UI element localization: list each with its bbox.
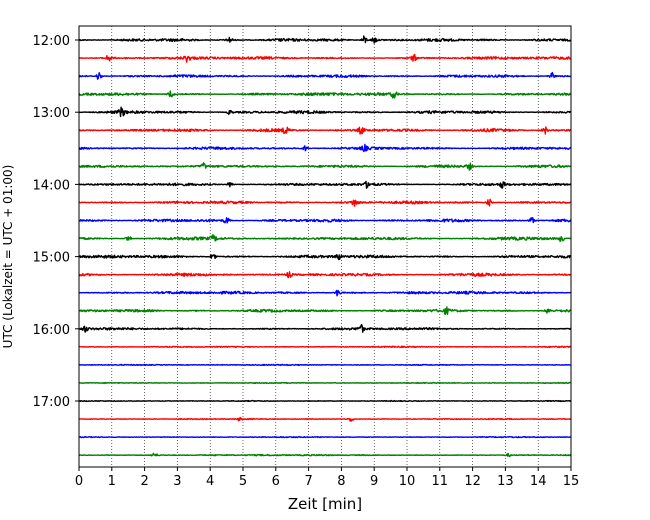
y-tick-label-13:00: 13:00 [33,106,70,121]
trace-15:00 [78,254,572,261]
trace-12:00 [78,35,572,44]
x-tick-label-10: 10 [399,474,416,489]
x-tick-label-1: 1 [108,474,116,489]
trace-14:45 [78,233,572,243]
trace-14:15 [78,198,572,207]
y-tick-label-15:00: 15:00 [33,251,70,266]
y-axis-ticks: 12:00 13:00 14:00 15:00 16:00 17:00 [33,34,79,410]
x-tick-label-9: 9 [370,474,378,489]
trace-16:30 [78,363,572,367]
trace-16:45 [78,381,572,385]
trace-14:00 [78,180,572,189]
x-tick-label-6: 6 [272,474,280,489]
plot-frame [78,25,572,468]
trace-13:15 [78,126,572,135]
x-axis-label: Zeit [min] [288,495,362,513]
trace-12:15 [78,53,572,63]
trace-15:30 [78,289,572,297]
trace-16:00 [78,323,572,333]
trace-17:15 [78,416,572,422]
trace-15:15 [78,271,572,279]
trace-12:45 [78,90,572,99]
trace-16:15 [78,345,572,349]
trace-13:00 [78,106,572,118]
y-tick-label-14:00: 14:00 [33,178,70,193]
trace-17:45 [78,452,572,458]
trace-17:30 [78,435,572,439]
trace-14:30 [78,217,572,224]
trace-12:30 [78,71,572,80]
x-axis-ticks: 0 1 2 3 4 5 6 7 8 9 10 11 12 13 14 15 [75,467,579,489]
x-tick-label-4: 4 [206,474,214,489]
trace-lines [78,35,572,458]
x-tick-label-7: 7 [304,474,312,489]
trace-17:00 [78,399,572,403]
trace-13:30 [78,143,572,153]
y-tick-label-16:00: 16:00 [33,323,70,338]
y-tick-label-17:00: 17:00 [33,395,70,410]
x-tick-label-11: 11 [432,474,449,489]
x-tick-label-13: 13 [497,474,514,489]
x-tick-label-12: 12 [464,474,481,489]
x-tick-label-0: 0 [75,474,83,489]
x-tick-label-3: 3 [173,474,181,489]
y-tick-label-12:00: 12:00 [33,34,70,49]
x-tick-label-5: 5 [239,474,247,489]
x-tick-label-2: 2 [140,474,148,489]
x-tick-label-15: 15 [563,474,580,489]
x-tick-label-8: 8 [337,474,345,489]
x-tick-label-14: 14 [530,474,547,489]
y-axis-label: UTC (Lokalzeit = UTC + 01:00) [1,165,15,349]
trace-13:45 [78,162,572,171]
trace-15:45 [78,306,572,316]
